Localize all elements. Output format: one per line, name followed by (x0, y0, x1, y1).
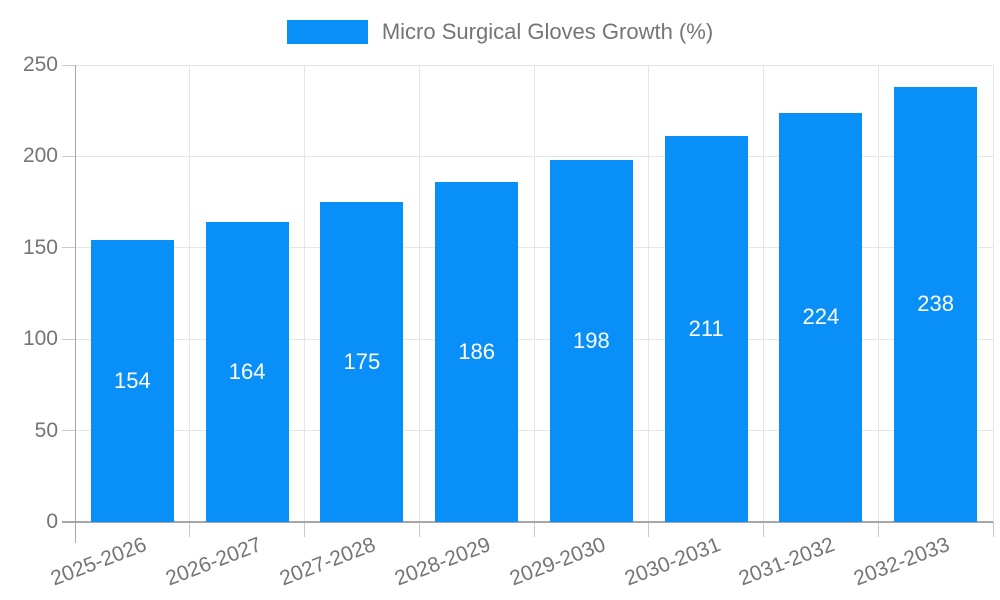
y-axis-line (75, 65, 76, 543)
x-tick-label: 2030-2031 (621, 533, 724, 591)
legend-swatch (286, 20, 368, 44)
bar-value-label: 224 (802, 304, 840, 330)
gridline-vertical (763, 65, 764, 522)
x-tick-label: 2025-2026 (47, 533, 150, 591)
bar-value-label: 198 (573, 328, 610, 354)
bar-value-label: 211 (688, 316, 724, 342)
bar[interactable] (894, 86, 978, 522)
bar[interactable] (779, 112, 863, 522)
y-axis-tick (62, 64, 75, 66)
bar-value-label: 238 (917, 291, 954, 317)
x-axis-line (62, 521, 993, 523)
y-tick-label: 50 (34, 418, 58, 442)
bar-value-label: 154 (114, 368, 151, 394)
bar-value-label: 164 (228, 359, 266, 385)
x-axis-tick (304, 522, 305, 537)
gridline-vertical (189, 65, 191, 522)
y-tick-label: 150 (22, 235, 58, 259)
gridline-vertical (648, 65, 650, 522)
x-axis-tick (189, 522, 191, 537)
gridline-vertical (533, 65, 535, 522)
bar[interactable] (664, 136, 748, 522)
y-tick-label: 250 (22, 53, 58, 76)
x-tick-label: 2031-2032 (736, 533, 839, 591)
x-axis-tick (877, 522, 879, 537)
bar[interactable] (435, 181, 519, 522)
gridline-vertical (877, 65, 879, 522)
x-axis-tick (648, 522, 650, 537)
y-tick-label: 200 (22, 144, 58, 168)
y-tick-label: 0 (46, 510, 58, 533)
x-axis-tick (763, 522, 764, 537)
x-axis-tick (992, 522, 994, 537)
chart-legend: Micro Surgical Gloves Growth (%) (0, 19, 1000, 45)
x-tick-label: 2032-2033 (850, 533, 953, 591)
bar[interactable] (549, 160, 633, 522)
legend-label: Micro Surgical Gloves Growth (%) (381, 19, 714, 44)
x-axis-tick (533, 522, 535, 537)
y-axis-tick (62, 155, 75, 157)
bar[interactable] (205, 222, 289, 522)
bar-value-label: 186 (458, 338, 495, 364)
bar[interactable] (90, 240, 174, 522)
gridline-vertical (992, 65, 994, 522)
bar[interactable] (320, 202, 404, 522)
bar-value-label: 175 (343, 349, 381, 375)
x-axis-tick (418, 522, 420, 537)
y-axis-tick (62, 247, 75, 249)
gridline-vertical (418, 65, 420, 522)
x-tick-label: 2028-2029 (391, 533, 494, 591)
x-tick-label: 2029-2030 (506, 533, 609, 591)
x-tick-label: 2026-2027 (162, 533, 265, 591)
gridline-vertical (304, 65, 305, 522)
y-tick-label: 100 (22, 327, 58, 351)
y-axis-tick (62, 338, 75, 340)
x-tick-label: 2027-2028 (277, 533, 380, 591)
y-axis-tick (62, 430, 75, 432)
